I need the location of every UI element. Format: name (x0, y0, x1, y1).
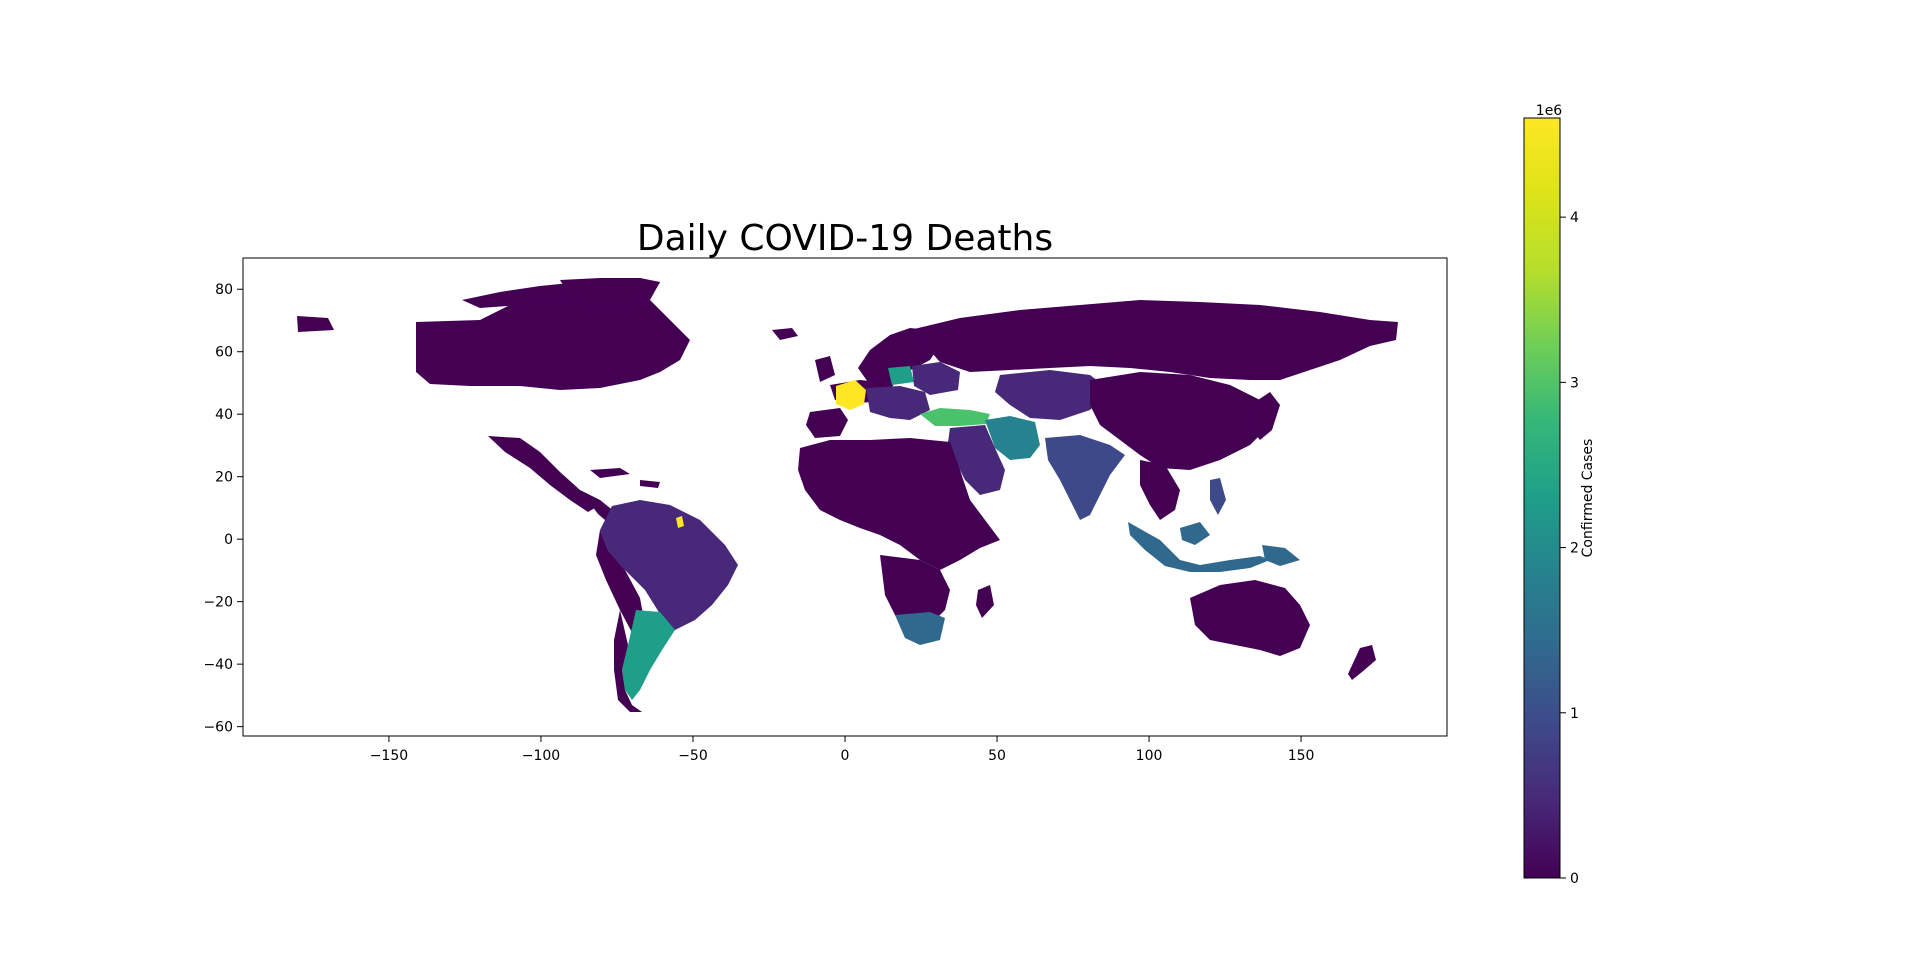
region-north-africa (798, 438, 1000, 570)
region-central-africa (880, 555, 950, 630)
y-axis: 80 60 40 20 0 −20 −40 −60 (203, 282, 243, 736)
y-tick-label: 80 (215, 282, 233, 298)
region-mexico (488, 436, 600, 512)
region-australia (1190, 580, 1310, 656)
region-madagascar (976, 585, 994, 618)
colorbar (1523, 117, 1561, 879)
region-png (1262, 545, 1300, 566)
region-turkey (920, 408, 990, 426)
colorbar-tick-label: 4 (1570, 210, 1579, 226)
region-argentina (622, 610, 675, 700)
x-tick-label: −50 (678, 748, 708, 764)
y-tick-label: 60 (215, 345, 233, 361)
colorbar-tick-label: 2 (1570, 541, 1579, 557)
region-southeast-asia (1140, 460, 1180, 520)
region-south-africa (895, 612, 945, 645)
world-map (297, 278, 1398, 712)
region-indonesia (1128, 522, 1270, 572)
x-tick-label: 150 (1288, 748, 1315, 764)
region-chile (614, 610, 642, 712)
region-iberia (806, 408, 848, 438)
region-japan (1252, 392, 1280, 440)
chart-title: Daily COVID-19 Deaths (637, 218, 1053, 259)
y-tick-label: 40 (215, 407, 233, 423)
region-french-guiana (676, 516, 684, 528)
y-tick-label: −60 (203, 720, 233, 736)
region-andes (596, 530, 645, 640)
x-tick-label: 50 (988, 748, 1006, 764)
y-tick-label: −40 (203, 657, 233, 673)
x-tick-label: −150 (370, 748, 408, 764)
region-uk (815, 356, 835, 382)
region-scandinavia (858, 328, 940, 392)
colorbar-axis: 0 1 2 3 4 (1560, 210, 1579, 887)
x-tick-label: 100 (1136, 748, 1163, 764)
colorbar-multiplier: 1e6 (1536, 103, 1563, 119)
region-france (836, 380, 866, 410)
region-india (1045, 435, 1125, 520)
y-tick-label: 0 (224, 532, 233, 548)
region-new-zealand (1348, 645, 1376, 680)
colorbar-tick-label: 3 (1570, 375, 1579, 391)
region-greenland (560, 278, 660, 310)
region-caribbean (590, 468, 660, 488)
region-poland (888, 366, 914, 385)
colorbar-tick-label: 1 (1570, 706, 1579, 722)
y-tick-label: −20 (203, 595, 233, 611)
region-iceland (772, 328, 798, 340)
region-middle-east (948, 425, 1005, 495)
region-iran (985, 416, 1040, 460)
x-axis: −150 −100 −50 0 50 100 150 (370, 736, 1315, 764)
region-ukraine (912, 362, 960, 395)
region-central-europe (866, 386, 930, 420)
region-central-asia (995, 370, 1110, 420)
colorbar-tick-label: 0 (1570, 871, 1579, 887)
y-tick-label: 20 (215, 470, 233, 486)
x-tick-label: 0 (841, 748, 850, 764)
x-tick-label: −100 (522, 748, 560, 764)
colorbar-label: Confirmed Cases (1580, 439, 1596, 558)
region-china (1090, 372, 1270, 470)
region-philippines (1210, 478, 1226, 515)
region-russia (910, 300, 1398, 380)
region-brazil (600, 500, 738, 630)
